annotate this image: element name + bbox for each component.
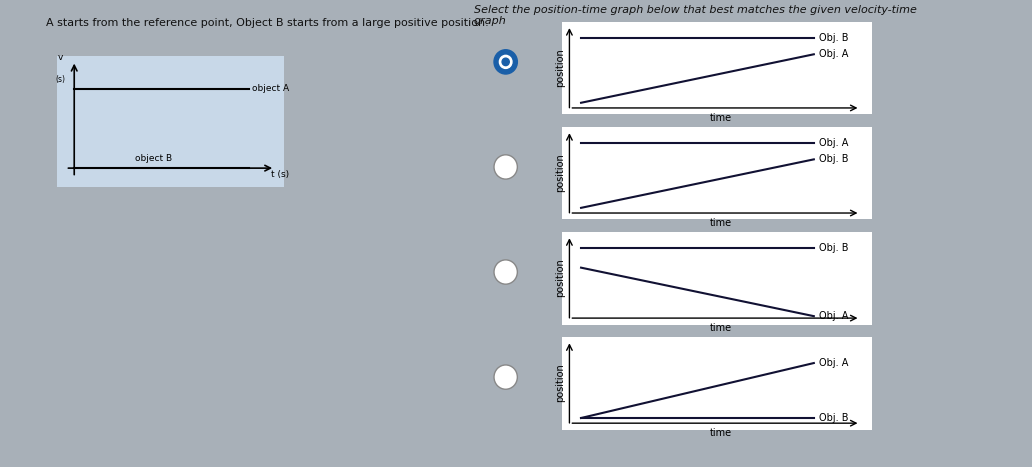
Text: Obj. B: Obj. B	[818, 33, 848, 43]
Text: Obj. B: Obj. B	[818, 413, 848, 423]
Text: object A: object A	[253, 84, 290, 93]
Text: Obj. A: Obj. A	[818, 311, 848, 321]
Text: position: position	[555, 153, 565, 191]
Text: position: position	[555, 363, 565, 402]
Text: time: time	[710, 113, 732, 123]
Text: t (s): t (s)	[271, 170, 289, 179]
Text: time: time	[710, 323, 732, 333]
Circle shape	[494, 365, 517, 389]
Text: position: position	[555, 258, 565, 297]
Circle shape	[494, 155, 517, 179]
Text: Obj. B: Obj. B	[818, 243, 848, 253]
Circle shape	[499, 55, 512, 69]
Text: object B: object B	[135, 154, 172, 163]
Text: Obj. B: Obj. B	[818, 155, 848, 164]
Text: Obj. A: Obj. A	[818, 138, 848, 148]
Circle shape	[494, 50, 517, 74]
Text: A starts from the reference point, Object B starts from a large positive positio: A starts from the reference point, Objec…	[45, 18, 488, 28]
Circle shape	[503, 58, 509, 65]
Text: Obj. A: Obj. A	[818, 358, 848, 368]
Text: (s): (s)	[56, 75, 65, 84]
Text: time: time	[710, 428, 732, 439]
Text: time: time	[710, 218, 732, 228]
Text: position: position	[555, 48, 565, 86]
Circle shape	[494, 260, 517, 284]
Text: Obj. A: Obj. A	[818, 50, 848, 59]
Text: v: v	[58, 53, 63, 63]
Text: Select the position-time graph below that best matches the given velocity-time
g: Select the position-time graph below tha…	[474, 5, 916, 26]
